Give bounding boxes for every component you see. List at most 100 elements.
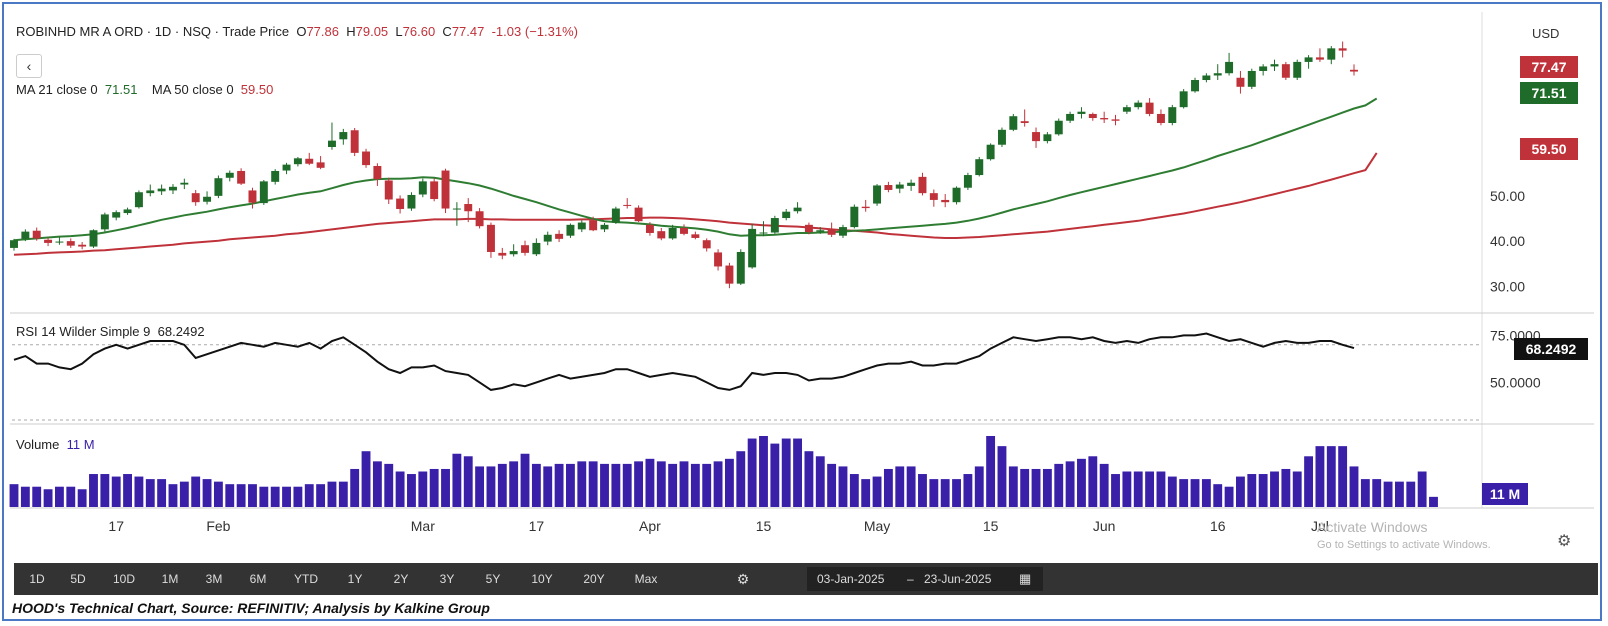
volume-bar <box>634 461 644 507</box>
rsi-level-lines <box>12 344 1480 421</box>
range-button-3m[interactable]: 3M <box>205 572 223 586</box>
candle-body <box>952 187 961 203</box>
volume-bar <box>282 486 291 507</box>
candle-body <box>907 182 916 186</box>
volume-bar <box>20 486 30 507</box>
ma21-line-group <box>13 97 1378 242</box>
volume-bar <box>1394 481 1404 507</box>
candle-body <box>793 207 802 212</box>
candle-body <box>509 251 518 255</box>
candle-body <box>1259 66 1268 71</box>
candle-body <box>1100 118 1109 120</box>
volume-bar <box>1031 468 1041 507</box>
volume-bar <box>1099 463 1109 507</box>
range-button-2y[interactable]: 2Y <box>393 572 409 586</box>
volume-bar <box>668 463 678 507</box>
candle-body <box>293 158 302 165</box>
candle-body <box>384 180 393 200</box>
range-button-1y[interactable]: 1Y <box>347 572 363 586</box>
candle-body <box>430 181 439 200</box>
volume-bar <box>883 468 893 507</box>
volume-bar <box>1122 471 1132 507</box>
range-button-3y[interactable]: 3Y <box>439 572 455 586</box>
volume-bar <box>475 466 485 507</box>
candle-body <box>1156 113 1165 124</box>
range-button-10y[interactable]: 10Y <box>531 572 553 586</box>
volume-bar <box>793 438 802 507</box>
range-button-6m[interactable]: 6M <box>249 572 267 586</box>
volume-bar <box>395 471 405 507</box>
time-tick-label: 15 <box>983 518 999 534</box>
volume-bar <box>1167 476 1177 507</box>
volume-bar <box>997 446 1007 507</box>
candle-body <box>827 229 836 235</box>
candle-body <box>112 212 121 218</box>
volume-bar <box>43 489 53 507</box>
candle-body <box>873 185 882 204</box>
candle-body <box>1020 121 1029 124</box>
volume-bar <box>724 458 734 507</box>
volume-bar <box>1236 476 1245 507</box>
close-value: 77.47 <box>451 24 485 39</box>
volume-bar <box>509 461 519 507</box>
volume-bar <box>293 486 303 507</box>
candle-body <box>986 144 995 160</box>
candle-body <box>441 170 450 209</box>
range-button-5y[interactable]: 5Y <box>485 572 501 586</box>
volume-label: Volume <box>16 437 60 452</box>
ma21-line <box>13 97 1378 242</box>
candle-body <box>1202 75 1211 81</box>
range-button-1m[interactable]: 1M <box>161 572 179 586</box>
candle-body <box>78 244 87 247</box>
range-button-ytd[interactable]: YTD <box>294 572 318 586</box>
settings-gear-icon[interactable]: ⚙ <box>1557 533 1572 550</box>
volume-bar <box>259 486 269 507</box>
volume-bar <box>1042 468 1052 507</box>
candle-body <box>702 240 711 249</box>
range-button-20y[interactable]: 20Y <box>583 572 605 586</box>
candle-body <box>691 234 700 238</box>
candle-body <box>1066 113 1075 121</box>
range-button-max[interactable]: Max <box>634 572 658 586</box>
volume-bar <box>213 481 223 507</box>
candle-body <box>169 186 177 191</box>
volume-bar <box>111 476 121 507</box>
volume-bar <box>77 489 87 507</box>
volume-bar <box>225 484 235 507</box>
candle-body <box>498 252 507 256</box>
volume-badge: 11 M <box>1482 483 1528 505</box>
volume-bar <box>543 466 553 507</box>
collapse-legend-button[interactable]: ‹ <box>16 54 42 78</box>
toolbar-settings-icon[interactable]: ⚙ <box>736 571 750 587</box>
candle-body <box>850 206 859 228</box>
range-button-5d[interactable]: 5D <box>70 572 86 586</box>
candle-body <box>634 207 643 222</box>
volume-bar <box>361 451 371 507</box>
volume-bar <box>1179 479 1189 507</box>
date-range-picker[interactable]: 03-Jan-2025 – 23-Jun-2025 ▦ <box>807 567 1043 591</box>
volume-bar <box>1111 474 1120 507</box>
volume-bar <box>1020 468 1030 507</box>
volume-bar <box>168 484 178 507</box>
volume-bar <box>134 476 144 507</box>
time-tick-label: Apr <box>639 518 661 534</box>
candle-body <box>1247 70 1256 87</box>
volume-bar <box>713 461 723 507</box>
candle-body <box>997 129 1006 145</box>
rsi-line-group <box>13 332 1355 391</box>
volume-bar <box>1247 474 1257 507</box>
volume-bar <box>554 463 564 507</box>
candle-body <box>1043 134 1052 142</box>
volume-bar <box>531 463 541 507</box>
volume-bar <box>1360 479 1370 507</box>
range-button-10d[interactable]: 10D <box>112 572 135 586</box>
range-button-1d[interactable]: 1D <box>29 572 45 586</box>
candle-body <box>55 241 64 243</box>
candle-body <box>180 182 189 185</box>
volume-bar <box>9 484 19 507</box>
volume-bar <box>849 474 859 507</box>
candle-body <box>600 224 609 230</box>
volume-bar <box>1201 479 1211 507</box>
